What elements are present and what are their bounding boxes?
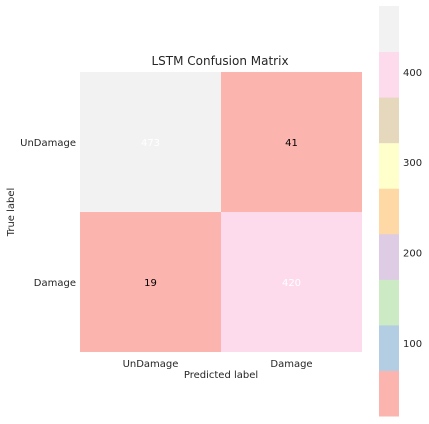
colorbar: [379, 6, 399, 417]
colorbar-segment: [379, 279, 399, 326]
x-tick-labels: UnDamage Damage: [123, 359, 313, 370]
colorbar-segment: [379, 51, 399, 98]
x-tick-label: UnDamage: [123, 359, 179, 370]
cell-value-label: 41: [285, 138, 298, 149]
colorbar-tick-label: 300: [403, 158, 422, 169]
colorbar-segment: [379, 370, 399, 417]
y-tick-label: Damage: [34, 278, 76, 289]
cell-value-label: 19: [144, 278, 157, 289]
colorbar-segment: [379, 324, 399, 371]
colorbar-tick-label: 400: [403, 68, 422, 79]
colorbar-segment: [379, 97, 399, 144]
matrix-cells: 473 41 19 420: [80, 72, 362, 352]
x-tick-label: Damage: [270, 359, 312, 370]
y-axis-title: True label: [6, 188, 17, 238]
y-tick-label: UnDamage: [20, 138, 76, 149]
matrix-cell-0-0: [80, 72, 221, 212]
colorbar-segment: [379, 233, 399, 280]
colorbar-tick-labels: 100 200 300 400: [403, 68, 422, 350]
matrix-cell-1-1: [221, 212, 362, 352]
cell-value-label: 473: [141, 138, 160, 149]
colorbar-segment: [379, 6, 399, 53]
x-axis-title: Predicted label: [184, 370, 258, 381]
colorbar-segment: [379, 142, 399, 189]
chart-title: LSTM Confusion Matrix: [151, 54, 288, 68]
y-tick-labels: UnDamage Damage: [20, 138, 76, 289]
colorbar-segment: [379, 188, 399, 235]
cell-value-label: 420: [282, 278, 301, 289]
matrix-cell-0-1: [221, 72, 362, 212]
colorbar-tick-label: 100: [403, 339, 422, 350]
colorbar-tick-label: 200: [403, 249, 422, 260]
matrix-cell-1-0: [80, 212, 221, 352]
